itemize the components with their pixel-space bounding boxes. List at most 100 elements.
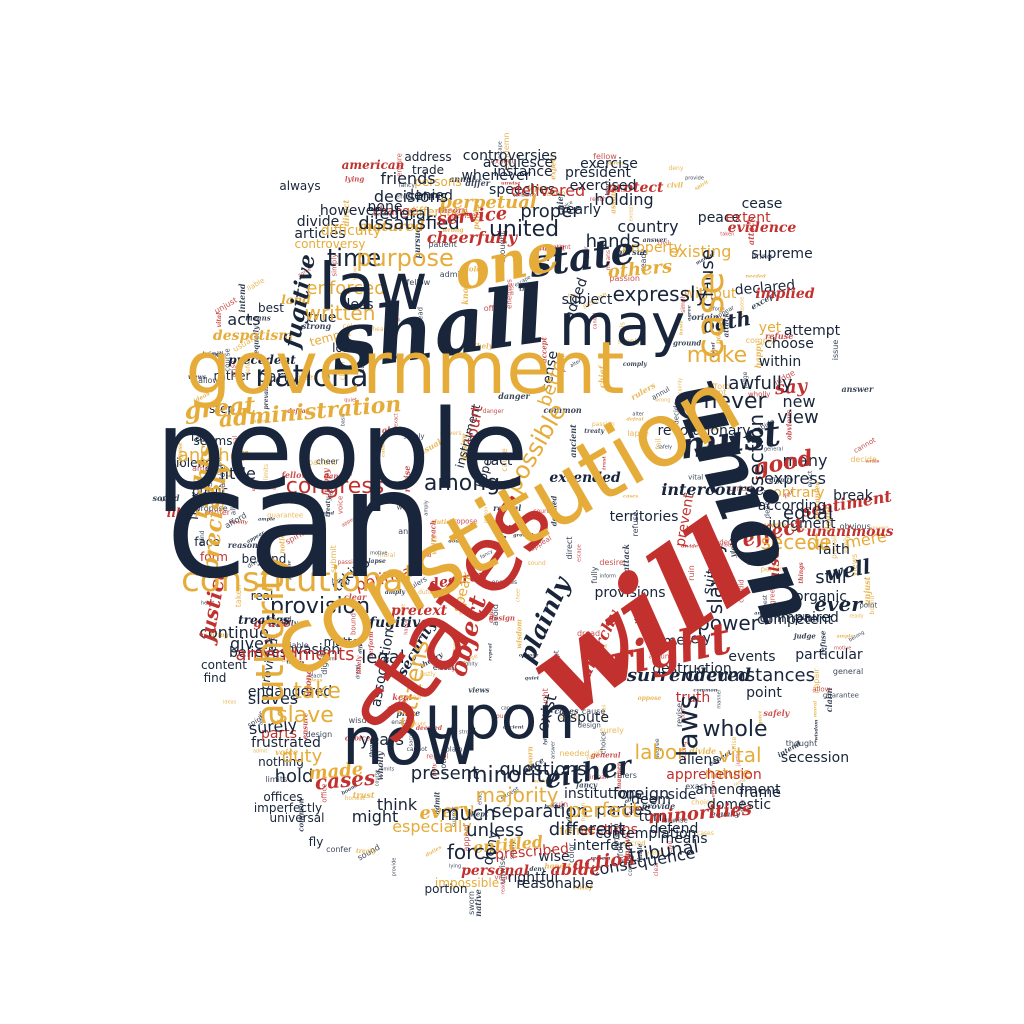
word-frame: frame (739, 785, 781, 801)
filler-word-escape: escape (576, 544, 583, 563)
filler-word-abide: abide (381, 424, 407, 435)
filler-word-moral: moral (812, 701, 819, 718)
filler-word-defeat: defeat (626, 416, 644, 423)
word-implied: implied (755, 286, 815, 302)
word-trade: trade (412, 163, 444, 177)
filler-word-fellow: fellow (593, 152, 617, 162)
filler-word-remain: remain (590, 855, 611, 862)
filler-word-needed: needed (559, 749, 590, 759)
filler-word-annul: annul (398, 527, 421, 537)
filler-word-trust: trust (352, 789, 375, 800)
word-grave: grave (253, 616, 291, 630)
filler-word-ancient: ancient (754, 610, 776, 617)
filler-word-cheer: cheer (316, 457, 339, 467)
filler-word-patient: patient (428, 240, 457, 250)
filler-word-cases: cases (696, 829, 714, 837)
filler-word-bring: bring (751, 252, 773, 261)
filler-word-enemies: enemies (491, 579, 518, 587)
word-controversies: controversies (462, 148, 558, 164)
word-enforced: enforced (306, 278, 386, 299)
filler-word-treaty: treaty (584, 428, 605, 436)
word-lost: lost (332, 341, 354, 355)
filler-word-effort: effort (432, 662, 455, 672)
filler-word-patient: patient (549, 243, 571, 251)
filler-word-thought: thought (785, 739, 818, 749)
word-aliens: aliens (678, 752, 720, 768)
filler-word-common: common (543, 405, 582, 416)
filler-word-enact: enact (391, 719, 409, 727)
filler-word-belong: belong (544, 803, 564, 810)
word-true: true (307, 310, 337, 326)
word-upon: upon (424, 683, 576, 753)
word-turn: turn (638, 809, 668, 825)
filler-word-wisdom: wisdom (348, 716, 380, 726)
word-organic: organic (794, 589, 848, 605)
filler-word-taken: taken (720, 231, 735, 238)
word-wise: wise (538, 849, 570, 865)
filler-word-alien: alien (762, 490, 778, 498)
word-provision: provision (269, 594, 371, 619)
word-whole: whole (702, 717, 768, 742)
filler-word-unjust: unjust (728, 483, 754, 493)
word-endangered: endangered (247, 684, 333, 700)
filler-word-manner: manner (716, 689, 723, 710)
word-questions: questions (499, 759, 587, 780)
filler-word-fully: fully (567, 293, 579, 300)
word-federal: federal (373, 204, 431, 223)
filler-word-clear: clear (343, 592, 367, 603)
word-particular: particular (795, 647, 863, 663)
filler-word-honest: honest (344, 794, 366, 802)
word-expressly: expressly (612, 282, 708, 306)
filler-word-equally: equally (269, 618, 298, 628)
word-make: make (686, 343, 748, 368)
word-deem: deem (631, 792, 671, 808)
filler-word-dread: dread (576, 628, 601, 638)
word-exercised: exercised (569, 178, 637, 194)
word-contemplation: contemplation (595, 826, 697, 842)
filler-word-means: means (605, 187, 626, 195)
filler-word-claim: claim (412, 551, 432, 559)
word-terms: terms (559, 824, 595, 838)
filler-word-motive: motive (834, 645, 852, 652)
filler-word-honest: honest (544, 861, 572, 871)
filler-word-choice: choice (691, 798, 714, 807)
filler-word-reach: reach (589, 196, 607, 204)
word-given: given (229, 634, 275, 653)
filler-word-fail: fail (198, 458, 212, 468)
filler-word-powers: powers (870, 525, 890, 532)
word-congress: congress (285, 474, 385, 499)
word-controversy: controversy (294, 237, 366, 251)
filler-word-unwise: unwise (500, 180, 521, 187)
filler-word-color: color (464, 264, 485, 274)
filler-word-things: things (286, 659, 305, 666)
filler-word-fancy: fancy (576, 780, 598, 790)
filler-word-danger: danger (323, 471, 352, 481)
word-treaties: treaties (238, 613, 290, 627)
word-address: address (404, 150, 452, 164)
word-think: think (376, 795, 418, 814)
filler-word-cause: cause (581, 706, 606, 716)
word-intercourse: intercourse (661, 480, 765, 499)
word-extended: extended (549, 470, 621, 486)
word-within: within (758, 354, 802, 370)
word-break: break (833, 488, 873, 504)
filler-word-cannot: cannot (500, 705, 519, 712)
word-nothing: nothing (258, 755, 304, 769)
filler-word-design: design (305, 729, 333, 739)
filler-word-accept: accept (699, 387, 727, 397)
word-defend: defend (649, 821, 699, 837)
filler-word-intend: intend (237, 283, 248, 313)
filler-word-perform: perform (760, 565, 789, 574)
word-evidence: evidence (727, 220, 797, 236)
filler-word-yield: yield (645, 848, 663, 857)
word-fugitives: fugitives (368, 615, 438, 631)
filler-word-reason: reason (700, 426, 720, 433)
word-contrary: contrary (765, 485, 825, 501)
filler-word-inform: inform (599, 573, 616, 580)
word-labor: labor (634, 740, 686, 764)
filler-word-views: views (468, 685, 490, 695)
filler-word-ancient: ancient (502, 724, 524, 731)
filler-word-bring: bring (210, 631, 229, 639)
filler-word-admit: admit (439, 270, 463, 280)
filler-word-safely: safely (763, 707, 790, 718)
